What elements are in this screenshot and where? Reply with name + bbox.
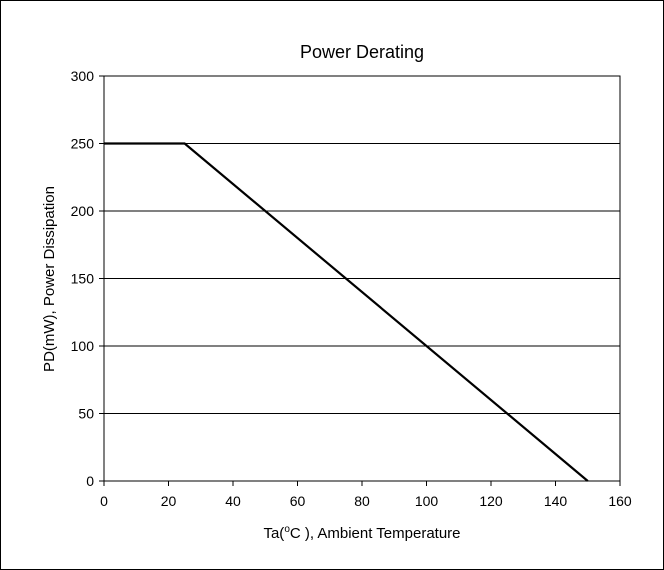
x-axis-ticks: 0 20 40 60 80 100 120 140 160 bbox=[100, 481, 632, 509]
x-axis-label-prefix: Ta( bbox=[263, 525, 284, 542]
series-layer bbox=[104, 142, 589, 482]
x-axis-label: Ta(oC ), Ambient Temperature bbox=[263, 524, 460, 542]
x-tick-label: 60 bbox=[290, 493, 306, 509]
y-tick-label: 150 bbox=[71, 271, 95, 287]
y-tick-label: 100 bbox=[71, 338, 95, 354]
x-tick-label: 80 bbox=[354, 493, 370, 509]
y-tick-label: 50 bbox=[78, 406, 94, 422]
y-axis-label: PD(mW), Power Dissipation bbox=[41, 186, 58, 372]
chart-title: Power Derating bbox=[300, 42, 424, 62]
x-tick-label: 140 bbox=[544, 493, 568, 509]
y-axis-ticks: 0 50 100 150 200 250 300 bbox=[71, 68, 104, 489]
x-tick-label: 40 bbox=[225, 493, 241, 509]
x-tick-label: 160 bbox=[608, 493, 632, 509]
x-tick-label: 100 bbox=[415, 493, 439, 509]
y-tick-label: 200 bbox=[71, 203, 95, 219]
x-axis-label-degree: o bbox=[284, 524, 290, 535]
x-tick-label: 120 bbox=[479, 493, 503, 509]
y-tick-label: 300 bbox=[71, 68, 95, 84]
y-tick-label: 250 bbox=[71, 136, 95, 152]
series-line-0 bbox=[104, 142, 589, 482]
x-tick-label: 20 bbox=[161, 493, 177, 509]
grid-lines bbox=[104, 143, 620, 414]
y-tick-label: 0 bbox=[86, 473, 94, 489]
x-axis-label-suffix: C ), Ambient Temperature bbox=[290, 525, 461, 542]
x-tick-label: 0 bbox=[100, 493, 108, 509]
